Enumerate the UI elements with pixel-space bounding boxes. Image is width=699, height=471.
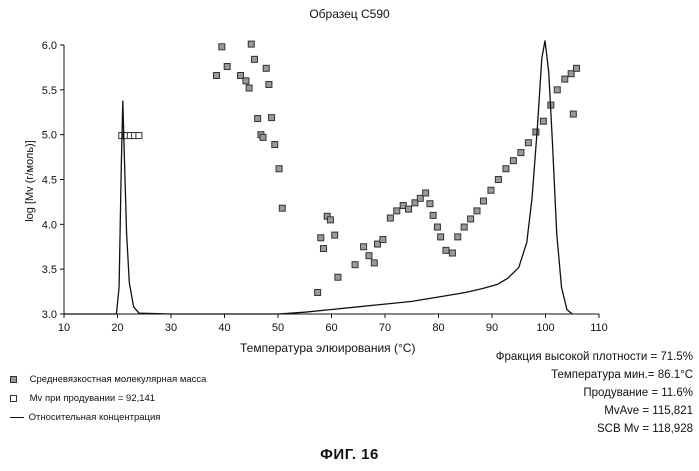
legend-label-concentration: Относительная концентрация xyxy=(29,412,161,423)
mv-point xyxy=(315,289,321,295)
legend-item-filled: Средневязкостная молекулярная масса xyxy=(10,374,206,393)
mv-point xyxy=(488,187,494,193)
mv-point xyxy=(449,250,455,256)
x-tick-label: 30 xyxy=(165,322,177,334)
stats-text-4: SCB Mv = 118,928 xyxy=(597,423,693,435)
legend-item-open: Mv при продувании = 92,141 xyxy=(10,393,206,412)
mv-point xyxy=(474,208,480,214)
mv-point xyxy=(320,246,326,252)
mv-point xyxy=(438,234,444,240)
stats-text-0: Фракция высокой плотности = 71.5% xyxy=(496,351,693,363)
chart-marks xyxy=(64,41,580,315)
mv-point xyxy=(380,237,386,243)
mv-point xyxy=(468,216,474,222)
mv-point xyxy=(213,72,219,78)
mv-point xyxy=(251,56,257,62)
mv-point xyxy=(332,232,338,238)
mv-point xyxy=(260,134,266,140)
y-tick-label: 4.0 xyxy=(42,219,57,231)
x-tick-label: 60 xyxy=(325,322,337,334)
mv-point xyxy=(461,224,467,230)
legend-label-purge: Mv при продувании = 92,141 xyxy=(30,393,155,404)
y-tick-label: 6.0 xyxy=(42,40,57,52)
x-tick-label: 20 xyxy=(111,322,123,334)
mv-point xyxy=(327,217,333,223)
mv-point xyxy=(533,129,539,135)
mv-point xyxy=(495,177,501,183)
chart-title: Образец C590 xyxy=(0,7,699,21)
mv-point xyxy=(248,41,254,47)
y-tick-label: 3.0 xyxy=(42,309,57,321)
mv-point xyxy=(276,166,282,172)
mv-point xyxy=(371,260,377,266)
mv-point xyxy=(554,87,560,93)
mv-point xyxy=(219,44,225,50)
x-tick-label: 10 xyxy=(58,322,70,334)
mv-point xyxy=(394,208,400,214)
mv-point xyxy=(243,78,249,84)
stats-text-2: Продувание = 11.6% xyxy=(583,387,693,399)
legend-label-mv: Средневязкостная молекулярная масса xyxy=(30,374,207,385)
filled-square-icon xyxy=(10,376,17,383)
mv-point xyxy=(224,64,230,70)
y-tick-label: 3.5 xyxy=(42,264,57,276)
legend-item-line: Относительная концентрация xyxy=(10,412,206,431)
mv-point xyxy=(455,234,461,240)
line-icon xyxy=(10,417,24,418)
mv-point xyxy=(387,215,393,221)
mv-point xyxy=(423,190,429,196)
mv-point xyxy=(263,65,269,71)
legend: Средневязкостная молекулярная масса Mv п… xyxy=(10,374,206,431)
mv-point xyxy=(352,262,358,268)
mv-point xyxy=(335,274,341,280)
mv-point xyxy=(562,76,568,82)
mv-point xyxy=(279,205,285,211)
mv-point xyxy=(525,140,531,146)
x-tick-label: 100 xyxy=(536,322,554,334)
x-tick-label: 70 xyxy=(379,322,391,334)
x-tick-label: 90 xyxy=(486,322,498,334)
mv-point xyxy=(269,115,275,121)
purge-point xyxy=(136,133,142,139)
open-square-icon xyxy=(10,395,17,402)
mv-point xyxy=(570,111,576,117)
mv-point xyxy=(503,166,509,172)
mv-point xyxy=(246,85,252,91)
mv-point xyxy=(266,81,272,87)
x-axis-label: Температура элюирования (°C) xyxy=(240,341,415,355)
mv-point xyxy=(272,142,278,148)
y-axis-label: log [Mv (г/моль)] xyxy=(24,101,36,261)
mv-point xyxy=(427,201,433,207)
stats-text-1: Температура мин.= 86.1°C xyxy=(551,369,693,381)
mv-point xyxy=(434,224,440,230)
y-tick-label: 5.0 xyxy=(42,130,57,142)
mv-point xyxy=(318,235,324,241)
mv-point xyxy=(480,198,486,204)
mv-point xyxy=(430,212,436,218)
mv-point xyxy=(361,244,367,250)
mv-point xyxy=(510,158,516,164)
stats-text-3: MvAve = 115,821 xyxy=(604,405,693,417)
chart-axes: 10 20 30 40 50 60 70 80 90 100 110 3.0 3.5 4.0 4.5 5.0 5… xyxy=(42,40,608,334)
figure-caption: ФИГ. 16 xyxy=(0,446,699,463)
mv-point xyxy=(443,247,449,253)
y-tick-label: 4.5 xyxy=(42,175,57,187)
mv-point xyxy=(366,253,372,259)
mv-point xyxy=(406,206,412,212)
x-tick-label: 40 xyxy=(218,322,230,334)
x-tick-label: 50 xyxy=(272,322,284,334)
y-tick-label: 5.5 xyxy=(42,85,57,97)
mv-point xyxy=(574,65,580,71)
mv-point xyxy=(518,150,524,156)
x-tick-label: 80 xyxy=(432,322,444,334)
mv-point xyxy=(540,118,546,124)
x-tick-label: 110 xyxy=(590,322,608,334)
mv-point xyxy=(255,116,261,122)
